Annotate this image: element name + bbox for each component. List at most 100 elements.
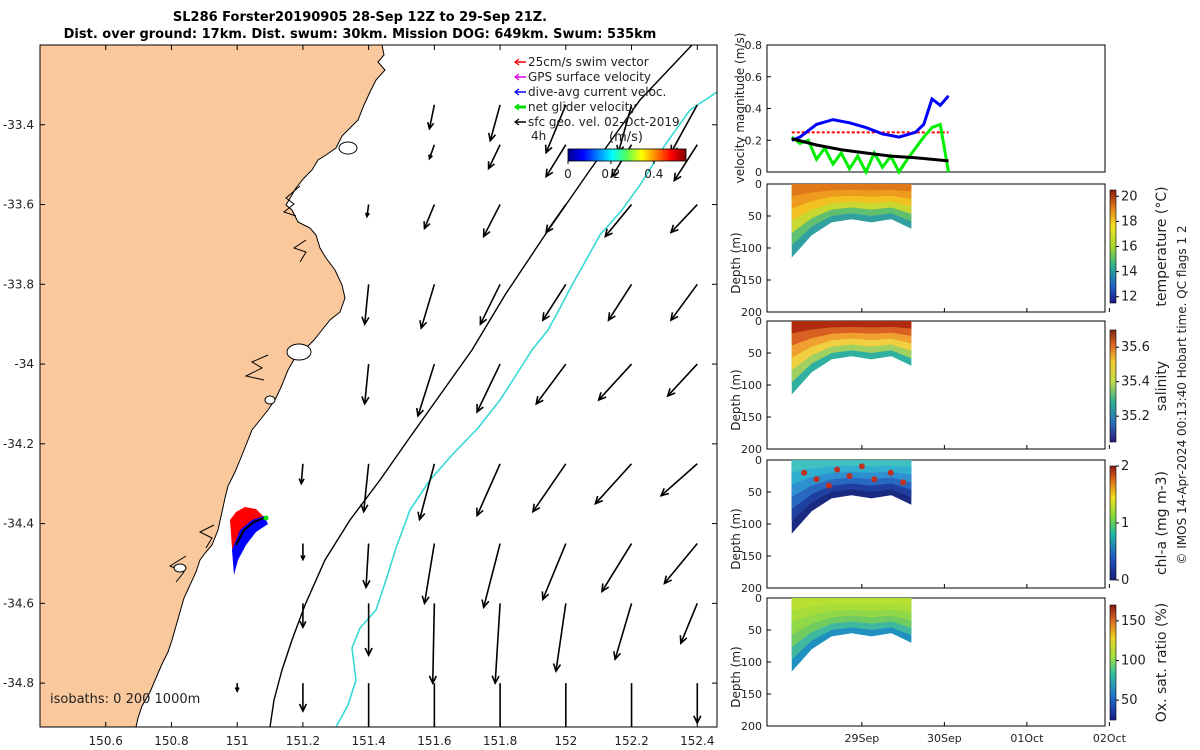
current-arrow [481, 543, 501, 610]
current-arrow [365, 204, 370, 219]
current-arrow [673, 144, 698, 183]
section-panel: 0 50 100 150 200 Depth (m) 0 1 2 chl-a (mg m-3) [729, 454, 1170, 595]
current-arrow [552, 603, 567, 673]
current-arrow [428, 144, 436, 161]
current-arrow-shaft [660, 463, 698, 497]
legend-label: net glider velocity [528, 100, 636, 114]
isobath-legend: isobaths: 0 200 1000m [50, 692, 200, 707]
chl-high-spot [846, 473, 853, 479]
current-arrow [491, 603, 501, 685]
map-y-tick-label: -33.4 [3, 118, 34, 132]
section-colorbar-tick-label: 2 [1121, 459, 1129, 474]
current-arrow [663, 543, 698, 585]
current-arrow [607, 283, 633, 322]
section-panel: 0 50 100 150 200 Depth (m) 12 14 16 18 20 temperatu… [729, 178, 1170, 319]
current-arrow-head [545, 224, 554, 234]
chl-high-spot [834, 466, 841, 473]
current-arrow [679, 603, 699, 645]
current-arrow [419, 284, 436, 330]
current-arrow [421, 543, 436, 606]
current-arrow-head [361, 316, 370, 327]
current-arrow-head [417, 511, 426, 522]
current-arrow-shaft [482, 543, 501, 608]
glider-path [235, 517, 265, 546]
legend-label: 25cm/s swim vector [528, 55, 649, 69]
isobath-1000m [335, 91, 717, 727]
section-colorbar-tick-label: 35.4 [1121, 375, 1150, 390]
current-arrow [666, 363, 698, 398]
current-arrow-head [594, 495, 604, 506]
section-y-tick-label: 150 [741, 411, 762, 424]
colorbar-tick-label: 0 [564, 167, 572, 181]
legend-arrowhead [514, 58, 520, 66]
glider-track [230, 507, 269, 575]
current-arrow-shaft [479, 283, 501, 325]
current-arrow-shaft [663, 543, 698, 584]
current-arrow-shaft [417, 363, 436, 417]
section-colorbar [1109, 465, 1117, 581]
current-arrow [361, 363, 370, 406]
map-y-tick-label: -34 [14, 357, 34, 371]
section-colorbar-tick-label: 150 [1121, 614, 1146, 629]
section-colorbar-tick-label: 35.6 [1121, 340, 1150, 355]
coastal-bay [286, 343, 312, 361]
current-arrow-head [362, 579, 371, 590]
current-arrow [499, 683, 501, 727]
current-arrow [544, 104, 567, 155]
section-colorbar-tick-label: 14 [1121, 265, 1138, 280]
velocity-y-ticks: 0 0.2 0.4 0.6 0.8 [745, 39, 771, 179]
current-arrow-shaft [418, 463, 436, 520]
current-arrow [594, 463, 633, 506]
map-y-tick-label: -34.8 [3, 676, 34, 690]
velocity-axes [766, 44, 1106, 173]
current-arrow-shaft [604, 204, 633, 237]
current-arrow-shaft [487, 144, 501, 169]
velocity-series [790, 94, 950, 176]
current-arrow-head [607, 312, 616, 322]
current-arrow [669, 203, 698, 234]
current-arrow [545, 144, 567, 179]
velocity-series-line [791, 94, 950, 142]
current-arrow [604, 204, 633, 238]
current-arrow-shaft [494, 603, 501, 684]
section-x-tick-label: 01Oct [1010, 732, 1044, 745]
chl-high-spot [871, 476, 878, 483]
current-arrow-head [601, 583, 610, 593]
current-arrow-head [299, 620, 307, 630]
colorbar-unit-label: (m/s) [609, 130, 643, 145]
legend-arrowhead [514, 103, 520, 111]
current-arrow-shaft [423, 204, 436, 229]
section-y-tick-label: 50 [748, 210, 762, 223]
section-y-tick-label: 100 [741, 518, 762, 531]
current-arrow [298, 683, 308, 713]
section-data-band [791, 184, 912, 197]
current-arrow [531, 463, 567, 514]
current-arrow-shaft [535, 363, 567, 405]
current-arrow-head [531, 503, 541, 514]
velocity-tick-label: 0.8 [745, 39, 763, 52]
velocity-panel: 0 0.2 0.4 0.6 0.8 velocity magnitude (m/s) [733, 33, 1106, 183]
section-y-tick-label: 200 [741, 443, 762, 456]
map-x-tick-label: 151.8 [483, 734, 517, 748]
current-arrow [482, 204, 501, 239]
map-y-tick-label: -33.6 [3, 198, 34, 212]
section-ylabel: Depth (m) [729, 508, 743, 569]
current-arrow [423, 204, 436, 231]
section-y-tick-label: 0 [755, 315, 762, 328]
current-arrow [541, 543, 567, 602]
current-arrow-shaft [614, 603, 633, 660]
current-arrow [428, 603, 438, 685]
chl-high-spot [813, 476, 820, 483]
speed-colorbar [567, 148, 687, 162]
current-arrow-head [365, 212, 370, 219]
section-y-tick-label: 0 [755, 454, 762, 467]
current-arrow-shaft [423, 543, 436, 604]
current-arrow [597, 363, 633, 402]
current-arrow [565, 683, 567, 727]
current-arrow-shaft [670, 283, 698, 321]
section-y-tick-label: 0 [755, 178, 762, 191]
current-arrow-shaft [542, 283, 567, 321]
current-arrow-head [541, 591, 550, 602]
